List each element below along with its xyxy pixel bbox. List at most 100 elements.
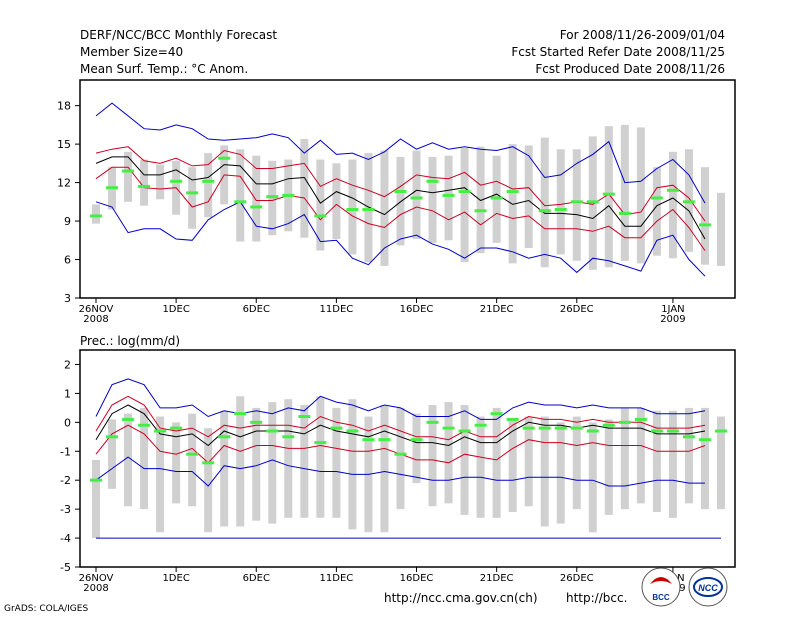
x-tick-label: 11DEC: [320, 304, 354, 315]
observed-mark: [602, 192, 615, 196]
spread-box: [316, 159, 325, 251]
spread-box: [444, 402, 453, 504]
spread-box: [540, 416, 549, 527]
spread-box: [428, 404, 437, 507]
observed-mark: [218, 156, 231, 160]
spread-box: [332, 407, 341, 518]
grads-credit: GrADS: COLA/IGES: [4, 604, 89, 614]
observed-mark: [314, 441, 327, 445]
observed-mark: [474, 209, 487, 213]
observed-mark: [634, 417, 647, 421]
observed-mark: [490, 412, 503, 416]
spread-box: [428, 156, 437, 243]
spread-box: [124, 151, 133, 202]
observed-mark: [554, 426, 567, 430]
x-tick-label: 26DEC: [560, 304, 594, 315]
observed-mark: [266, 195, 279, 199]
series-line-mean: [95, 156, 706, 240]
spread-box: [252, 407, 261, 521]
x-tick-label: 1JAN: [661, 304, 684, 315]
footer-url-ncc[interactable]: http://ncc.cma.gov.cn(ch): [384, 591, 538, 605]
spread-box: [684, 407, 693, 504]
series-line-min: [95, 456, 705, 487]
observed-mark: [122, 169, 135, 173]
x-tick-label: 26NOV: [79, 304, 114, 315]
x-tick-label: 26DEC: [560, 573, 594, 584]
series-line-max: [95, 102, 706, 204]
spread-box: [636, 127, 645, 264]
observed-mark: [442, 426, 455, 430]
spread-box: [604, 419, 613, 515]
observed-mark: [298, 415, 311, 419]
spread-box: [524, 145, 533, 248]
x-tick-label: 2009: [660, 314, 685, 325]
observed-mark: [442, 193, 455, 197]
observed-mark: [490, 196, 503, 200]
spread-box: [412, 150, 421, 240]
observed-mark: [650, 429, 663, 433]
spread-box: [300, 404, 309, 518]
spread-box: [460, 147, 469, 263]
spread-box: [652, 167, 661, 256]
bcc-logo-icon: [641, 567, 681, 607]
spread-box: [156, 164, 165, 200]
spread-box: [172, 422, 181, 504]
spread-box: [300, 138, 309, 238]
ncc-logo-ring: [693, 577, 723, 597]
observed-mark: [586, 429, 599, 433]
spread-box: [220, 410, 229, 527]
observed-mark: [282, 435, 295, 439]
spread-box: [556, 149, 565, 255]
spread-box: [140, 407, 149, 510]
series-line-min: [95, 201, 706, 277]
footer-url-bcc[interactable]: http://bcc.: [566, 591, 628, 605]
spread-box: [380, 404, 389, 533]
x-tick-label: 6DEC: [243, 573, 270, 584]
x-tick-label: 2008: [83, 314, 108, 325]
x-tick-label: 16DEC: [400, 573, 434, 584]
spread-box: [556, 422, 565, 524]
observed-mark: [602, 423, 615, 427]
x-tick-label: 26NOV: [79, 573, 114, 584]
panel-title: Prec.: log(mm/d): [80, 334, 180, 348]
spread-box: [236, 149, 245, 242]
spread-box: [364, 153, 373, 263]
spread-box: [92, 204, 100, 224]
observed-mark: [586, 200, 599, 204]
spread-box: [396, 156, 405, 246]
observed-mark: [682, 200, 695, 204]
observed-mark: [474, 423, 487, 427]
spread-box: [156, 416, 165, 533]
observed-mark: [538, 209, 551, 213]
spread-box: [524, 416, 533, 507]
spread-box: [188, 167, 197, 229]
x-tick-label: 2008: [83, 583, 108, 594]
series-line-upper: [95, 146, 706, 222]
spread-box: [700, 167, 709, 265]
spread-box: [380, 150, 389, 266]
observed-mark: [250, 205, 263, 209]
spread-box: [476, 416, 485, 518]
spread-box: [620, 124, 629, 261]
observed-mark: [378, 438, 391, 442]
observed-mark: [186, 191, 199, 195]
spread-box: [652, 410, 661, 513]
observed-mark: [394, 452, 407, 456]
observed-mark: [234, 412, 247, 416]
header-title: DERF/NCC/BCC Monthly Forecast: [80, 28, 278, 42]
x-tick-label: 16DEC: [400, 304, 434, 315]
observed-mark: [106, 186, 119, 190]
series-line-mean: [95, 404, 706, 447]
header-start-date: Fcst Started Refer Date 2008/11/25: [511, 45, 725, 59]
spread-box: [636, 407, 645, 504]
spread-box: [412, 413, 421, 484]
header-member-size: Member Size=40: [80, 45, 184, 59]
spread-box: [508, 419, 517, 513]
observed-mark: [90, 214, 102, 218]
observed-mark: [506, 417, 519, 421]
observed-mark: [330, 426, 343, 430]
header-variable: Mean Surf. Temp.: °C Anom.: [80, 62, 249, 76]
spread-box: [316, 396, 325, 518]
